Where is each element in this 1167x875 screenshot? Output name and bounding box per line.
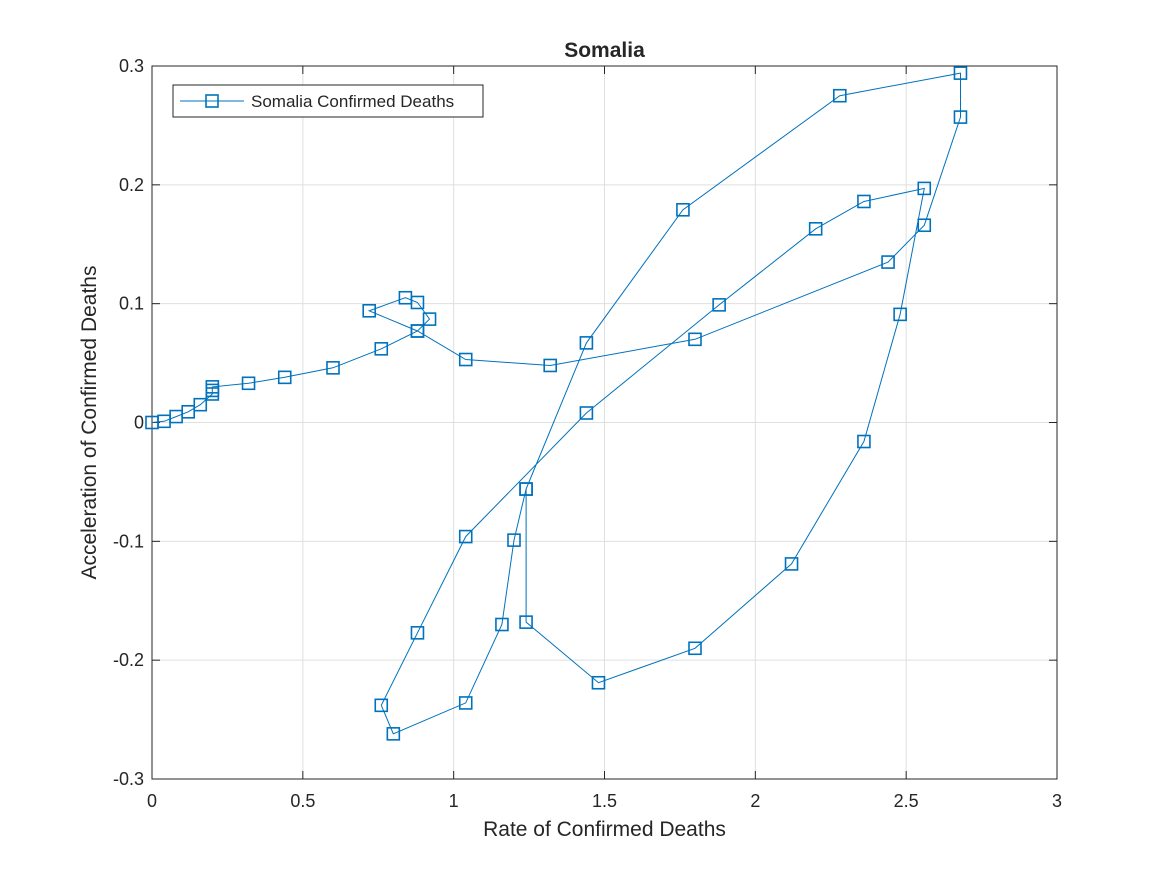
y-tick-label: -0.2 [113, 650, 144, 670]
data-point-marker [676, 202, 690, 217]
data-point-marker [205, 380, 220, 394]
data-point-marker [917, 218, 932, 233]
data-point-marker [543, 358, 558, 373]
y-tick-label: 0.2 [119, 175, 144, 195]
data-point-marker [362, 303, 377, 318]
data-point-marker [857, 194, 871, 209]
y-axis-label: Acceleration of Confirmed Deaths [78, 266, 101, 580]
chart-title: Somalia [564, 39, 645, 62]
data-point-marker [326, 361, 340, 375]
data-point-marker [422, 312, 437, 326]
data-point-marker [519, 615, 533, 629]
data-point-marker [917, 181, 932, 196]
y-tick-label: 0 [134, 413, 144, 433]
data-point-marker [893, 307, 907, 322]
data-point-marker [953, 66, 968, 80]
data-point-marker [374, 698, 389, 713]
data-point-marker [458, 529, 473, 544]
legend-entry-label: Somalia Confirmed Deaths [251, 92, 454, 111]
data-point-marker [495, 617, 509, 632]
x-tick-label: 2.5 [894, 791, 919, 811]
data-point-marker [519, 482, 533, 496]
data-point-marker [277, 370, 292, 385]
data-point-marker [181, 405, 195, 419]
data-point-marker [832, 88, 847, 103]
data-point-marker [374, 342, 389, 356]
data-point-marker [953, 110, 968, 124]
series-layer [145, 66, 968, 741]
data-point-marker [579, 336, 594, 350]
data-point-marker [591, 675, 606, 690]
y-tick-label: -0.3 [113, 769, 144, 789]
data-point-marker [881, 255, 895, 269]
data-point-marker [507, 533, 521, 547]
x-tick-label: 1.5 [592, 791, 617, 811]
x-axis-label: Rate of Confirmed Deaths [483, 818, 726, 841]
x-tick-label: 0.5 [290, 791, 315, 811]
y-tick-label: -0.1 [113, 531, 144, 551]
data-point-marker [784, 557, 799, 571]
data-point-marker [688, 332, 702, 347]
legend: Somalia Confirmed Deaths [172, 84, 484, 118]
y-tick-label: 0.3 [119, 56, 144, 76]
data-point-marker [808, 222, 823, 236]
data-point-marker [241, 376, 256, 391]
data-point-marker [857, 434, 871, 449]
x-tick-label: 3 [1052, 791, 1062, 811]
data-point-marker [458, 696, 473, 710]
x-tick-label: 2 [750, 791, 760, 811]
data-point-marker [410, 324, 425, 338]
data-point-marker [410, 626, 425, 640]
x-tick-label: 0 [147, 791, 157, 811]
y-tick-label: 0.1 [119, 294, 144, 314]
axis-ticks: 0 0.5 1 1.5 2 2.5 3 -0.3 -0.2 -0.1 0 0.1 0.2 0.3 [113, 56, 1062, 811]
legend-square-marker [205, 94, 219, 108]
data-point-marker [458, 352, 473, 367]
data-point-marker [398, 290, 413, 305]
data-point-marker [386, 727, 401, 741]
x-tick-label: 1 [449, 791, 459, 811]
data-point-marker [712, 298, 726, 312]
data-point-marker [579, 406, 594, 420]
data-point-marker [193, 397, 208, 412]
data-point-marker [688, 641, 702, 656]
